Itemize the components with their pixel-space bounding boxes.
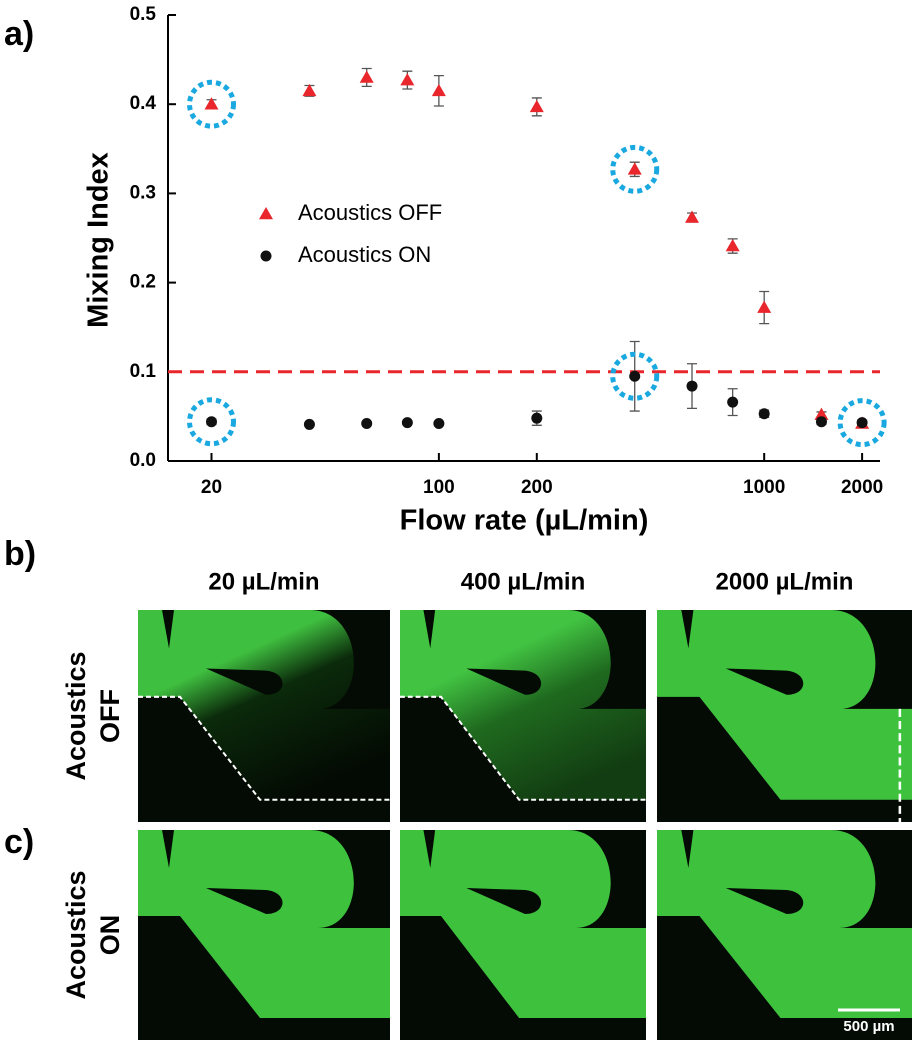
channel xyxy=(657,830,912,1018)
legend-label: Acoustics OFF xyxy=(298,200,442,225)
x-tick-label: 100 xyxy=(423,477,455,498)
row-label: Acoustics xyxy=(61,651,91,780)
micrograph xyxy=(400,610,647,822)
highlight-ring xyxy=(610,351,660,401)
channel-slot xyxy=(725,668,804,695)
highlight-ring xyxy=(186,397,236,447)
row-label: Acoustics xyxy=(61,870,91,999)
x-axis-label: Flow rate (µL/min) xyxy=(400,505,649,537)
channel-spike xyxy=(162,830,174,868)
data-point xyxy=(205,416,217,428)
boundary-line xyxy=(138,695,390,801)
channel-spike xyxy=(423,610,436,649)
data-point xyxy=(259,207,273,220)
data-point xyxy=(757,300,772,313)
data-point xyxy=(529,99,544,113)
row-label: ON xyxy=(95,915,125,956)
panel-label: a) xyxy=(4,15,34,53)
data-point xyxy=(359,70,374,83)
y-tick-label: 0.4 xyxy=(130,93,157,114)
data-point xyxy=(815,416,827,428)
channel-slot xyxy=(725,888,804,914)
channel-slot xyxy=(466,668,542,695)
legend-label: Acoustics ON xyxy=(298,242,431,267)
x-tick-label: 2000 xyxy=(841,477,883,498)
micrograph xyxy=(657,830,912,1040)
y-tick-label: 0.5 xyxy=(130,4,157,25)
data-point xyxy=(758,408,770,420)
data-point xyxy=(627,162,642,175)
highlight-ring xyxy=(610,144,660,194)
micrograph xyxy=(657,610,912,823)
data-point xyxy=(685,210,700,223)
micrograph xyxy=(138,830,390,1040)
data-point xyxy=(400,73,415,86)
highlight-ring xyxy=(186,79,236,129)
channel-slot xyxy=(466,888,542,914)
x-tick-label: 1000 xyxy=(743,477,785,498)
y-axis-label: Mixing Index xyxy=(83,152,115,328)
y-tick-label: 0.2 xyxy=(130,272,156,293)
channel-slot xyxy=(206,888,283,914)
channel-spike xyxy=(423,830,436,868)
data-point xyxy=(361,418,373,430)
data-point xyxy=(686,380,698,392)
data-point xyxy=(856,417,868,429)
boundary-line xyxy=(400,695,647,801)
channel xyxy=(400,610,646,800)
image-panels xyxy=(138,610,912,1040)
channel xyxy=(138,830,390,1018)
y-tick-label: 0.0 xyxy=(130,450,156,471)
data-point xyxy=(814,407,829,420)
column-header: 2000 µL/min xyxy=(716,568,854,595)
y-tick-label: 0.1 xyxy=(130,361,157,382)
panel-label: b) xyxy=(4,535,36,573)
column-header: 20 µL/min xyxy=(208,568,319,595)
scale-bar-label: 500 µm xyxy=(843,1018,894,1035)
channel-slot xyxy=(206,668,283,695)
x-tick-label: 200 xyxy=(521,477,553,498)
channel-spike xyxy=(162,610,174,649)
data-point xyxy=(303,418,315,430)
data-point xyxy=(260,250,272,262)
column-header: 400 µL/min xyxy=(461,568,586,595)
row-label: OFF xyxy=(95,689,125,743)
channel xyxy=(400,830,646,1018)
data-point xyxy=(401,417,413,429)
channel-spike xyxy=(681,610,694,649)
x-tick-label: 20 xyxy=(201,477,222,498)
data-point xyxy=(531,412,543,424)
channel xyxy=(657,610,912,800)
micrograph xyxy=(400,830,646,1040)
data-point xyxy=(725,239,740,252)
data-point xyxy=(629,370,641,382)
micrograph xyxy=(138,610,390,822)
data-point xyxy=(433,418,445,430)
panel-label: c) xyxy=(4,823,34,861)
channel xyxy=(138,610,390,800)
y-tick-label: 0.3 xyxy=(130,182,156,203)
data-point xyxy=(302,83,317,97)
data-point xyxy=(727,396,739,408)
data-point xyxy=(204,97,219,110)
channel-spike xyxy=(681,830,694,868)
highlight-ring xyxy=(837,398,887,448)
data-point xyxy=(431,83,446,97)
